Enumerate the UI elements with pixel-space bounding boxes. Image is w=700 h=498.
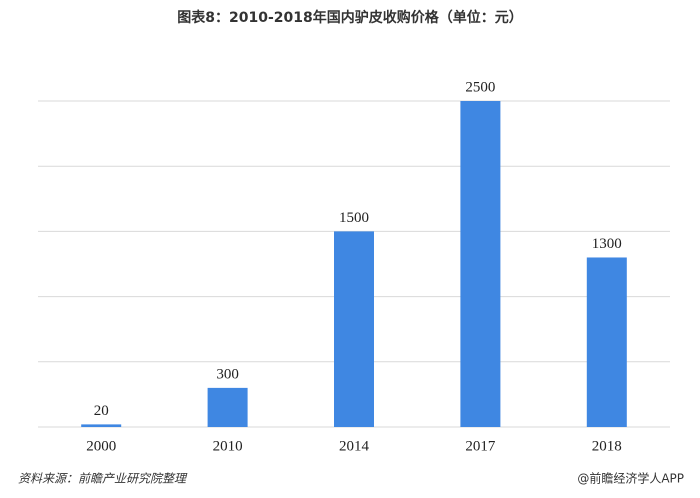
value-label: 300	[216, 366, 239, 382]
source-note: 资料来源：前瞻产业研究院整理	[18, 472, 188, 486]
bar	[334, 231, 374, 427]
bar	[586, 257, 627, 427]
value-label: 20	[94, 403, 109, 419]
x-tick-label: 2010	[213, 438, 243, 454]
value-label: 2500	[465, 79, 495, 95]
x-tick-label: 2018	[592, 438, 622, 454]
x-tick-label: 2000	[86, 438, 116, 454]
bar	[207, 387, 248, 427]
credit: @前瞻经济学人APP	[577, 471, 684, 486]
x-tick-label: 2017	[465, 438, 496, 454]
value-label: 1300	[592, 236, 622, 252]
bar	[81, 424, 122, 427]
value-label: 1500	[339, 210, 369, 226]
chart-title: 图表8：2010-2018年国内驴皮收购价格（单位：元）	[177, 9, 522, 26]
bar	[460, 101, 501, 427]
x-tick-label: 2014	[339, 438, 370, 454]
